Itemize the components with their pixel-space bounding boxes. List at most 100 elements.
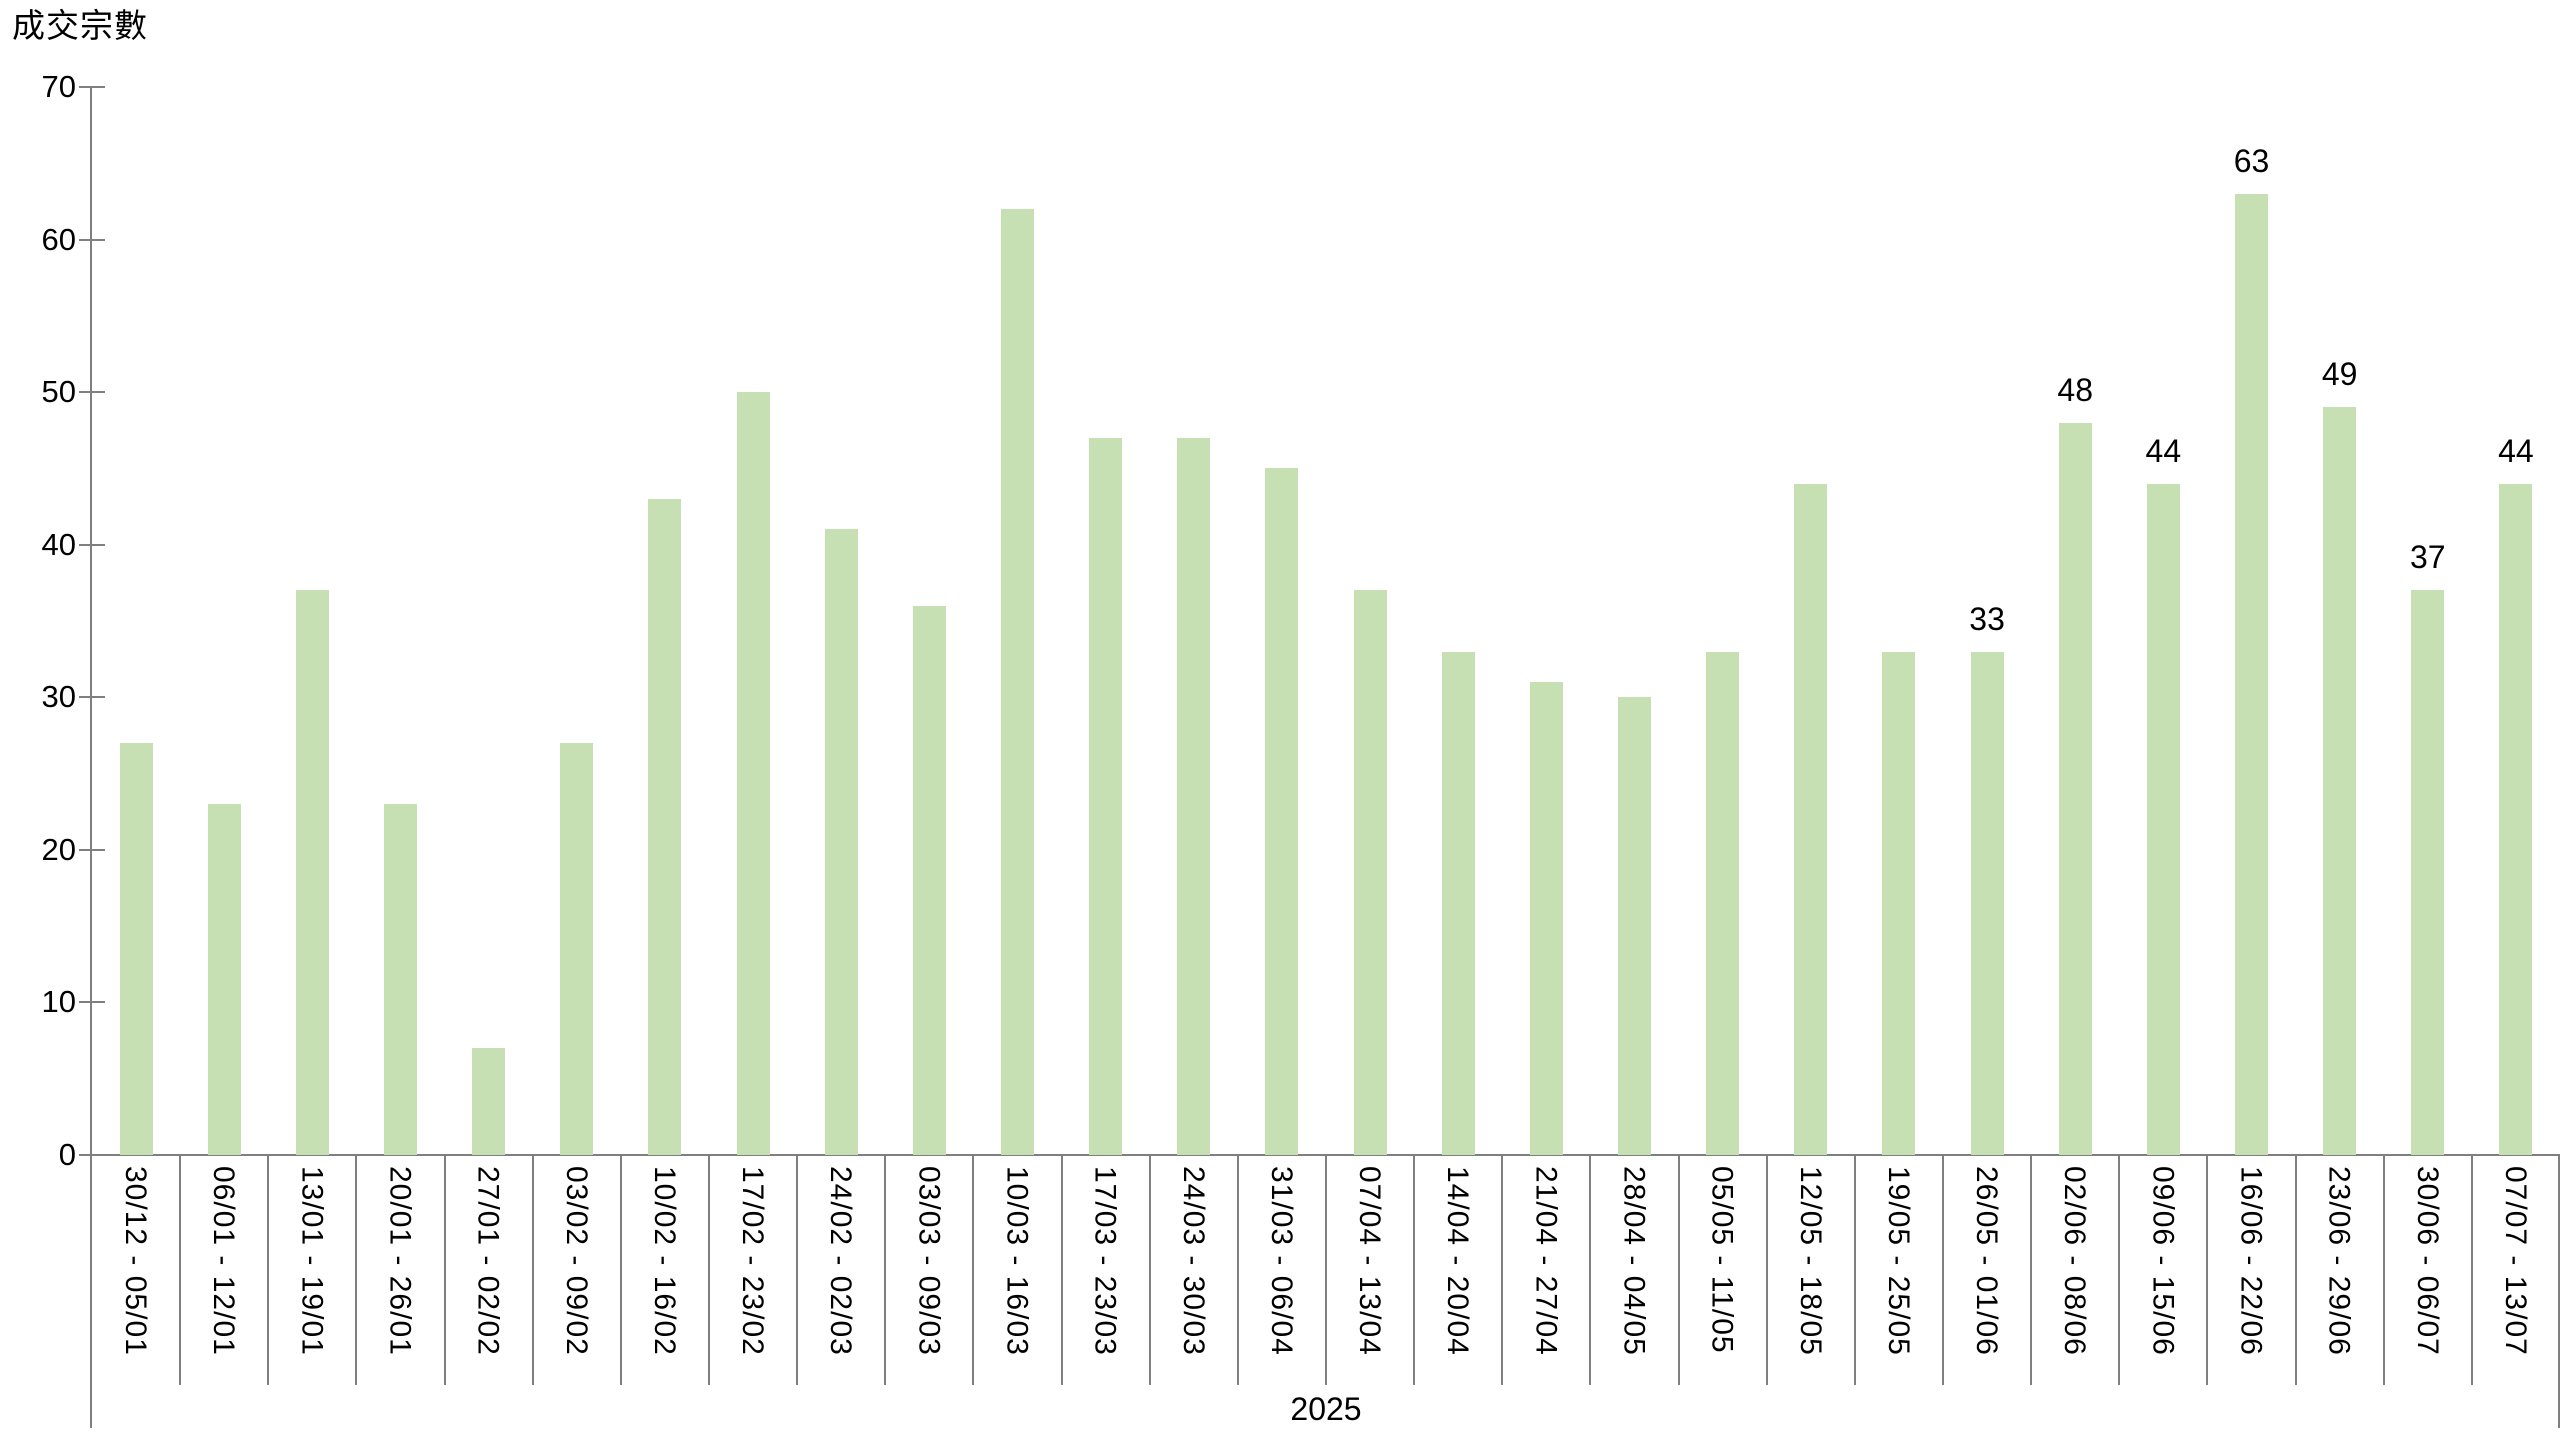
bar bbox=[1441, 651, 1475, 1155]
y-axis-line bbox=[90, 86, 92, 1428]
category-separator bbox=[884, 1155, 887, 1385]
category-label: 24/02 - 02/03 bbox=[824, 1166, 858, 1356]
category-separator bbox=[2382, 1155, 2385, 1385]
bar bbox=[1353, 590, 1387, 1155]
y-tick-mark bbox=[79, 391, 105, 394]
category-label: 17/02 - 23/02 bbox=[736, 1166, 770, 1356]
category-label: 07/07 - 13/07 bbox=[2498, 1166, 2532, 1356]
category-separator bbox=[1589, 1155, 1592, 1385]
category-label: 28/04 - 04/05 bbox=[1617, 1166, 1651, 1356]
bar bbox=[1882, 651, 1916, 1155]
category-separator bbox=[355, 1155, 358, 1385]
y-tick-mark bbox=[79, 848, 105, 851]
bar bbox=[2323, 407, 2357, 1155]
y-tick-label: 20 bbox=[41, 831, 76, 867]
bar bbox=[736, 392, 770, 1155]
category-label: 30/12 - 05/01 bbox=[119, 1166, 153, 1356]
bar bbox=[1001, 209, 1034, 1155]
category-label: 07/04 - 13/04 bbox=[1353, 1166, 1387, 1356]
bar bbox=[1794, 483, 1828, 1155]
category-separator bbox=[1325, 1155, 1327, 1385]
category-separator bbox=[1060, 1155, 1063, 1385]
category-label: 21/04 - 27/04 bbox=[1529, 1166, 1563, 1356]
category-separator bbox=[267, 1155, 270, 1385]
category-separator bbox=[1501, 1155, 1504, 1385]
bar bbox=[1970, 651, 2004, 1155]
bar-value-label: 49 bbox=[2321, 356, 2358, 393]
y-tick-mark bbox=[79, 238, 105, 241]
bar bbox=[1618, 697, 1651, 1155]
category-separator bbox=[1942, 1155, 1944, 1385]
category-separator bbox=[1413, 1155, 1416, 1385]
category-separator bbox=[1148, 1155, 1151, 1385]
category-separator bbox=[619, 1155, 622, 1385]
category-separator bbox=[972, 1155, 975, 1385]
category-label: 13/01 - 19/01 bbox=[295, 1166, 329, 1356]
category-separator bbox=[443, 1155, 446, 1385]
bar bbox=[1177, 437, 1211, 1155]
category-label: 27/01 - 02/02 bbox=[471, 1166, 505, 1356]
category-separator bbox=[2470, 1155, 2473, 1385]
y-tick-mark bbox=[79, 1154, 105, 1156]
bar-value-label: 33 bbox=[1969, 600, 2005, 637]
category-label: 16/06 - 22/06 bbox=[2234, 1166, 2268, 1356]
y-tick-label: 70 bbox=[41, 69, 76, 104]
bar bbox=[207, 804, 241, 1155]
bar bbox=[119, 743, 153, 1155]
category-separator bbox=[2206, 1155, 2209, 1385]
category-label: 05/05 - 11/05 bbox=[1705, 1166, 1739, 1354]
bar-value-label: 63 bbox=[2233, 142, 2270, 179]
category-label: 03/03 - 09/03 bbox=[912, 1166, 946, 1356]
bar bbox=[560, 743, 594, 1155]
bar bbox=[648, 498, 682, 1155]
y-tick-mark bbox=[79, 1001, 105, 1004]
category-label: 10/02 - 16/02 bbox=[647, 1166, 681, 1356]
y-axis-title: 成交宗數 bbox=[12, 7, 148, 44]
category-separator bbox=[2030, 1155, 2033, 1385]
y-tick-label: 50 bbox=[41, 374, 76, 410]
bar bbox=[912, 605, 946, 1155]
y-tick-mark bbox=[79, 696, 105, 699]
category-separator bbox=[2294, 1155, 2297, 1385]
category-separator bbox=[179, 1155, 182, 1385]
category-separator bbox=[708, 1155, 710, 1385]
category-label: 14/04 - 20/04 bbox=[1441, 1166, 1475, 1356]
bar bbox=[2058, 422, 2092, 1155]
bar-value-label: 44 bbox=[2498, 432, 2534, 469]
bar bbox=[472, 1048, 506, 1155]
bar bbox=[1529, 682, 1563, 1155]
category-separator bbox=[796, 1155, 799, 1385]
category-label: 26/05 - 01/06 bbox=[1970, 1166, 2004, 1356]
bar bbox=[1265, 468, 1299, 1155]
y-tick-label: 60 bbox=[41, 221, 76, 257]
category-label: 23/06 - 29/06 bbox=[2322, 1166, 2356, 1356]
category-label: 12/05 - 18/05 bbox=[1793, 1166, 1827, 1356]
bar bbox=[2411, 590, 2445, 1155]
category-label: 03/02 - 09/02 bbox=[559, 1166, 593, 1356]
bar bbox=[824, 529, 858, 1155]
bar-value-label: 44 bbox=[2145, 432, 2182, 469]
category-separator bbox=[531, 1155, 534, 1385]
category-label: 10/03 - 16/03 bbox=[1000, 1166, 1034, 1356]
y-tick-mark bbox=[79, 86, 105, 88]
category-separator bbox=[1765, 1155, 1768, 1385]
bar bbox=[1089, 437, 1123, 1155]
category-label: 09/06 - 15/06 bbox=[2146, 1166, 2180, 1356]
category-label: 30/06 - 06/07 bbox=[2410, 1166, 2444, 1356]
y-tick-label: 30 bbox=[41, 679, 76, 715]
category-label: 19/05 - 25/05 bbox=[1881, 1166, 1915, 1356]
bar bbox=[2146, 483, 2180, 1155]
y-tick-label: 40 bbox=[41, 526, 76, 562]
bar-value-label: 48 bbox=[2057, 371, 2093, 408]
category-label: 17/03 - 23/03 bbox=[1088, 1166, 1122, 1356]
category-separator bbox=[1853, 1155, 1856, 1385]
category-label: 24/03 - 30/03 bbox=[1176, 1166, 1210, 1356]
category-separator bbox=[1677, 1155, 1680, 1385]
y-tick-label: 0 bbox=[58, 1137, 76, 1172]
category-label: 06/01 - 12/01 bbox=[207, 1166, 241, 1356]
category-separator bbox=[2118, 1155, 2121, 1385]
bar bbox=[384, 804, 417, 1155]
x-axis-year-label: 2025 bbox=[1290, 1391, 1362, 1427]
category-separator bbox=[1236, 1155, 1239, 1385]
